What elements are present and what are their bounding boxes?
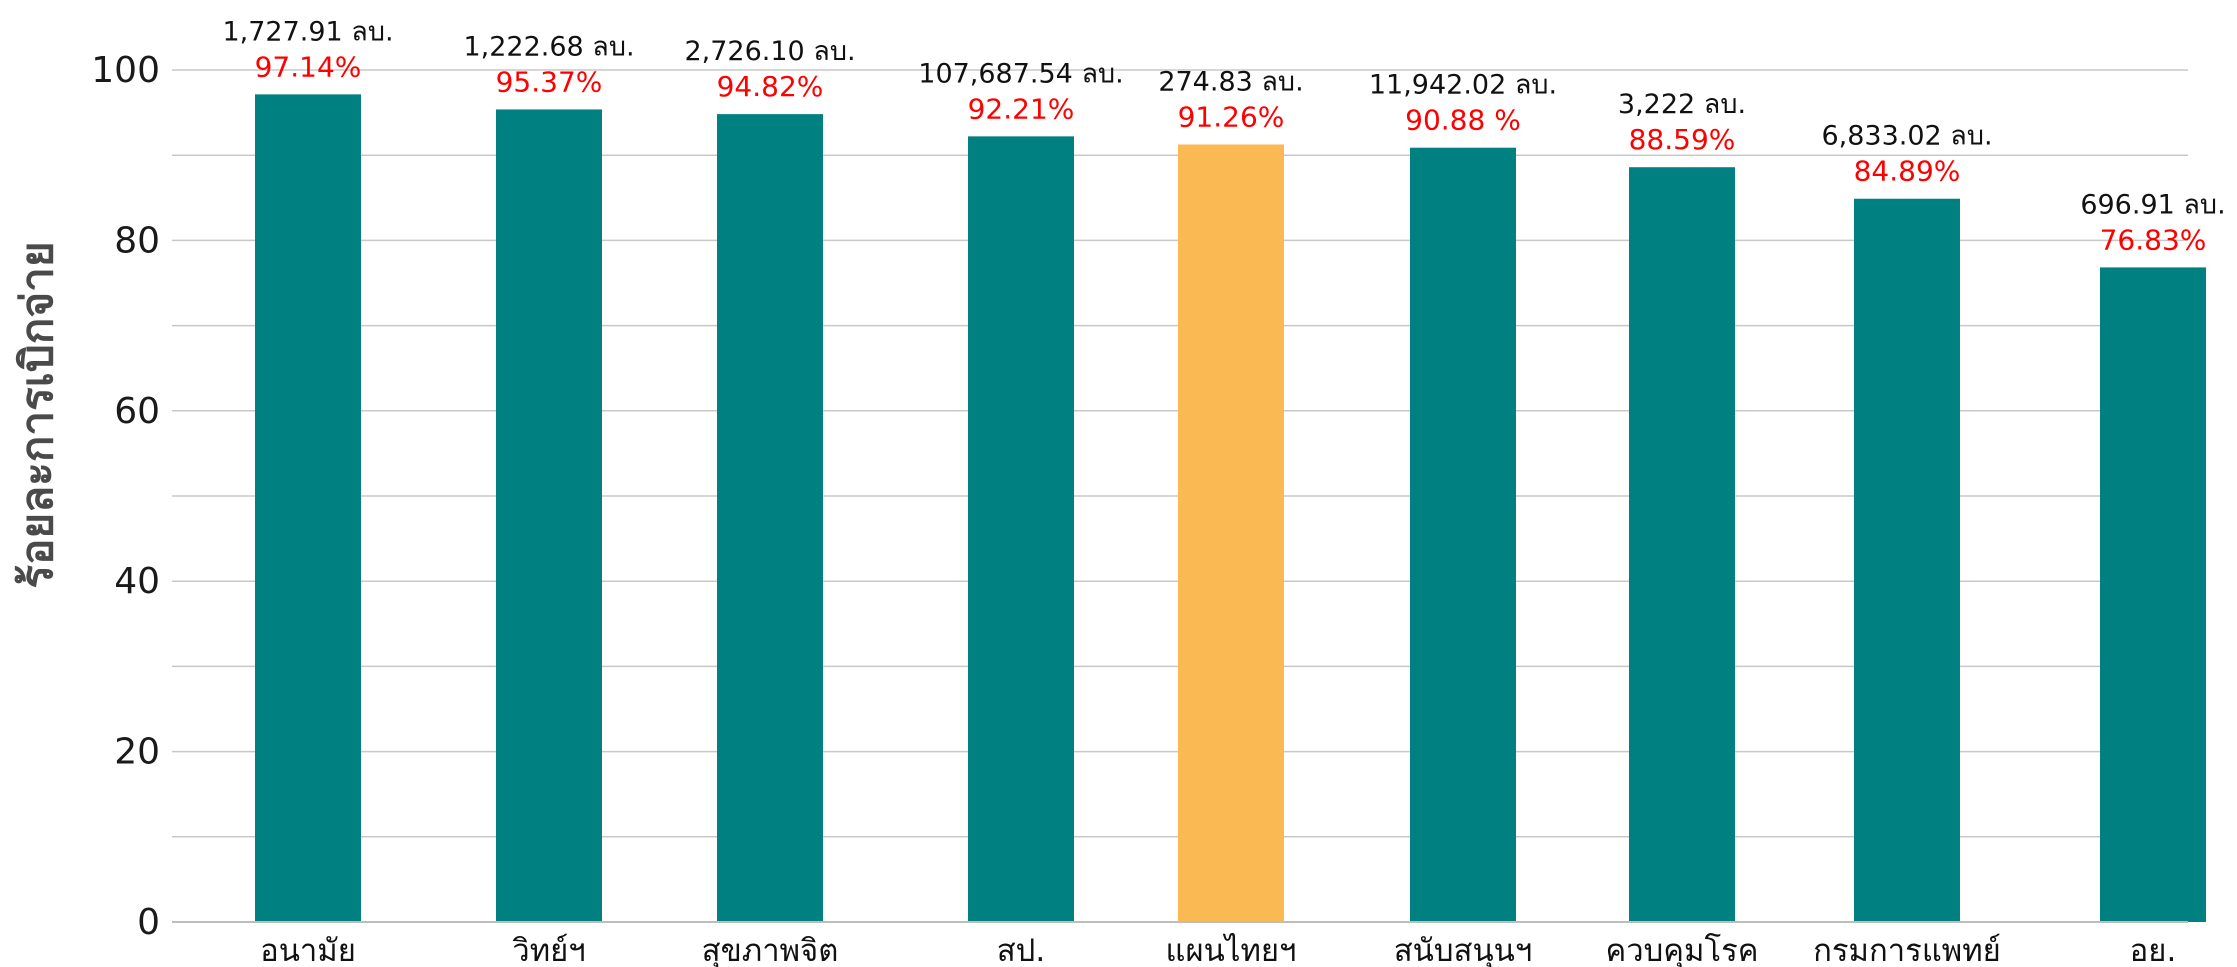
- bar: [496, 109, 602, 922]
- amount-label: 6,833.02 ลบ.: [1821, 121, 1992, 152]
- x-tick-label: สป.: [997, 933, 1045, 967]
- y-tick-label: 100: [91, 50, 160, 91]
- bar: [255, 94, 361, 923]
- amount-label: 2,726.10 ลบ.: [684, 36, 855, 67]
- amount-label: 3,222 ลบ.: [1618, 89, 1746, 120]
- y-tick-label: 20: [114, 732, 160, 773]
- amount-label: 1,727.91 ลบ.: [222, 16, 393, 47]
- percent-label: 91.26%: [1178, 100, 1285, 133]
- percent-label: 92.21%: [968, 92, 1075, 125]
- bar: [968, 136, 1074, 923]
- x-axis-ticks: อนามัย วิทย์ฯ สุขภาพจิต สป. แผนไทยฯ สนับสนุนฯ…: [260, 933, 2176, 967]
- x-tick-label: สนับสนุนฯ: [1394, 933, 1533, 967]
- x-tick-label: อย.: [2130, 933, 2177, 967]
- percent-label: 90.88 %: [1405, 104, 1521, 137]
- percent-label: 88.59%: [1629, 123, 1736, 156]
- amount-label: 274.83 ลบ.: [1158, 66, 1303, 97]
- data-labels: 97.14%1,727.91 ลบ. 95.37%1,222.68 ลบ. 94.8…: [222, 16, 2225, 256]
- bar: [2100, 267, 2206, 922]
- y-tick-label: 0: [137, 902, 160, 943]
- y-tick-label: 80: [114, 220, 160, 261]
- y-tick-label: 40: [114, 561, 160, 602]
- percent-label: 94.82%: [717, 70, 824, 103]
- amount-label: 11,942.02 ลบ.: [1369, 70, 1557, 101]
- x-tick-label: สุขภาพจิต: [702, 933, 839, 967]
- amount-label: 107,687.54 ลบ.: [918, 58, 1123, 89]
- percent-label: 97.14%: [255, 50, 362, 83]
- x-tick-label: แผนไทยฯ: [1166, 933, 1297, 967]
- percent-label: 95.37%: [496, 65, 603, 98]
- y-axis-ticks: 0 20 40 60 80 100: [91, 50, 160, 943]
- percent-label: 84.89%: [1854, 155, 1961, 188]
- bar: [1178, 144, 1284, 923]
- x-tick-label: อนามัย: [260, 933, 356, 967]
- bar: [1410, 147, 1516, 922]
- x-tick-label: ควบคุมโรค: [1605, 933, 1758, 967]
- bar: [1854, 198, 1960, 923]
- y-axis-label: ร้อยละการเบิกจ่าย: [12, 241, 63, 588]
- percent-label: 76.83%: [2100, 223, 2207, 256]
- bars: [255, 94, 2206, 923]
- bar: [1629, 167, 1735, 922]
- amount-label: 1,222.68 ลบ.: [463, 31, 634, 62]
- bar: [717, 114, 823, 922]
- y-tick-label: 60: [114, 391, 160, 432]
- x-tick-label: กรมการแพทย์: [1813, 933, 2001, 967]
- amount-label: 696.91 ลบ.: [2080, 189, 2225, 220]
- x-tick-label: วิทย์ฯ: [512, 933, 586, 967]
